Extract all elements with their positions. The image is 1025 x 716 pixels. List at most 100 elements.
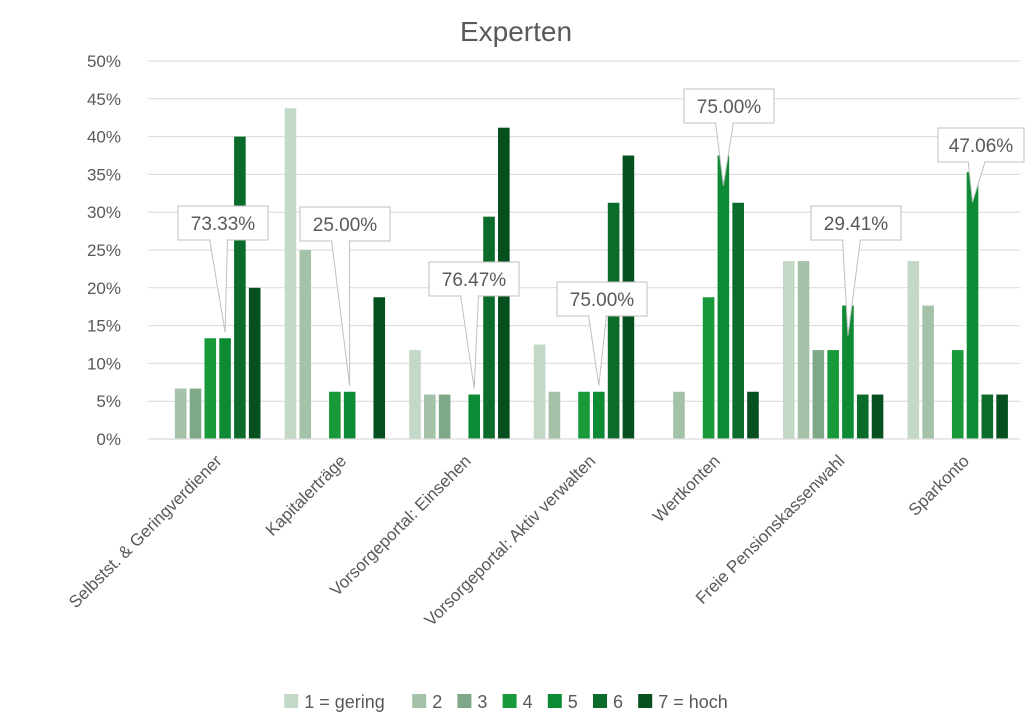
legend-label: 6 [613,692,623,712]
legend-swatch [457,694,472,708]
bar [329,391,341,439]
bar [673,391,685,439]
callout-label: 47.06% [949,136,1014,157]
bar [782,261,795,439]
callout-label: 73.33% [191,214,256,235]
legend-swatch [502,694,517,708]
x-category-label: Wertkonten [649,451,724,526]
x-axis-category-labels: Selbstst. & Geringverdiener Kapitalerträg… [65,451,973,630]
y-tick-label: 10% [87,354,121,373]
bar [438,394,451,439]
y-tick-label: 40% [87,128,121,147]
legend-item: 3 [457,692,487,712]
bar [533,344,546,439]
y-tick-label: 35% [87,165,121,184]
bar [248,287,261,439]
legend-swatch [638,694,653,708]
callout: 75.00% [556,281,648,386]
bar [468,394,481,439]
callout: 76.47% [428,261,520,389]
callout-label: 25.00% [313,215,378,236]
callout-label: 75.00% [570,290,635,311]
legend-label: 3 [477,692,487,712]
bar [593,391,605,439]
bar [966,172,979,440]
bar [284,108,297,439]
bar [234,136,246,439]
callout-pointer [587,314,608,386]
bar [981,394,994,439]
y-tick-label: 0% [96,430,121,449]
bar [299,250,312,439]
bar [343,391,356,439]
legend-swatch [412,694,427,708]
callout: 29.41% [810,205,902,336]
legend-swatch [284,694,299,708]
bar [409,350,421,439]
legend: 1 = gering 2 3 4 5 6 7 = hoch [284,692,728,712]
legend-item: 2 [412,692,442,712]
chart-title: Experten [460,16,572,47]
callout-pointer [208,238,229,333]
legend-swatch [593,694,607,708]
legend-swatch [547,694,562,708]
callout-label: 76.47% [442,270,507,291]
y-tick-label: 20% [87,279,121,298]
callout: 25.00% [299,206,391,386]
callout-box [810,205,902,241]
x-category-label: Selbstst. & Geringverdiener [65,451,226,612]
bar [797,261,810,439]
bar [951,350,964,439]
legend-item: 6 [593,692,623,712]
callout-label: 75.00% [697,97,762,118]
y-axis-ticks: 0% 5% 10% 15% 20% 25% 30% 35% 40% 45% 50% [87,52,121,449]
bar [732,202,744,439]
callout-box [556,281,648,317]
bar [747,391,759,439]
legend-label: 2 [432,692,442,712]
callout-pointer [459,294,480,389]
y-tick-label: 50% [87,52,121,71]
y-tick-label: 25% [87,241,121,260]
legend-label: 7 = hoch [658,692,728,712]
bar [424,394,436,439]
bar [842,305,854,439]
callout: 47.06% [937,127,1025,203]
legend-label: 1 = gering [304,692,385,712]
bar [702,297,715,439]
y-tick-label: 45% [87,90,121,109]
bar [578,391,590,439]
bar [856,394,869,439]
y-tick-label: 30% [87,203,121,222]
legend-item: 5 [547,692,578,712]
bars [174,108,1008,440]
legend-item: 1 = gering [284,692,385,712]
bar [996,394,1008,439]
bar [922,305,934,439]
callout-box [937,127,1025,163]
legend-item: 4 [502,692,533,712]
bar [607,202,620,439]
bar [717,155,730,439]
bar [548,391,561,439]
bar [827,350,839,439]
callout-box [428,261,520,297]
y-tick-label: 15% [87,317,121,336]
bar [204,338,217,439]
bar [907,261,920,439]
callout: 73.33% [177,205,269,333]
legend-label: 5 [568,692,578,712]
callout-label: 29.41% [824,214,889,235]
x-category-label: Kapitalerträge [262,451,350,539]
bar [871,394,884,439]
legend-item: 7 = hoch [638,692,728,712]
callout: 75.00% [683,88,775,186]
bar [483,216,495,439]
bar [219,338,231,439]
bar [373,297,386,439]
x-category-label: Sparkonto [905,451,973,519]
bar [812,350,825,439]
legend-label: 4 [523,692,533,712]
